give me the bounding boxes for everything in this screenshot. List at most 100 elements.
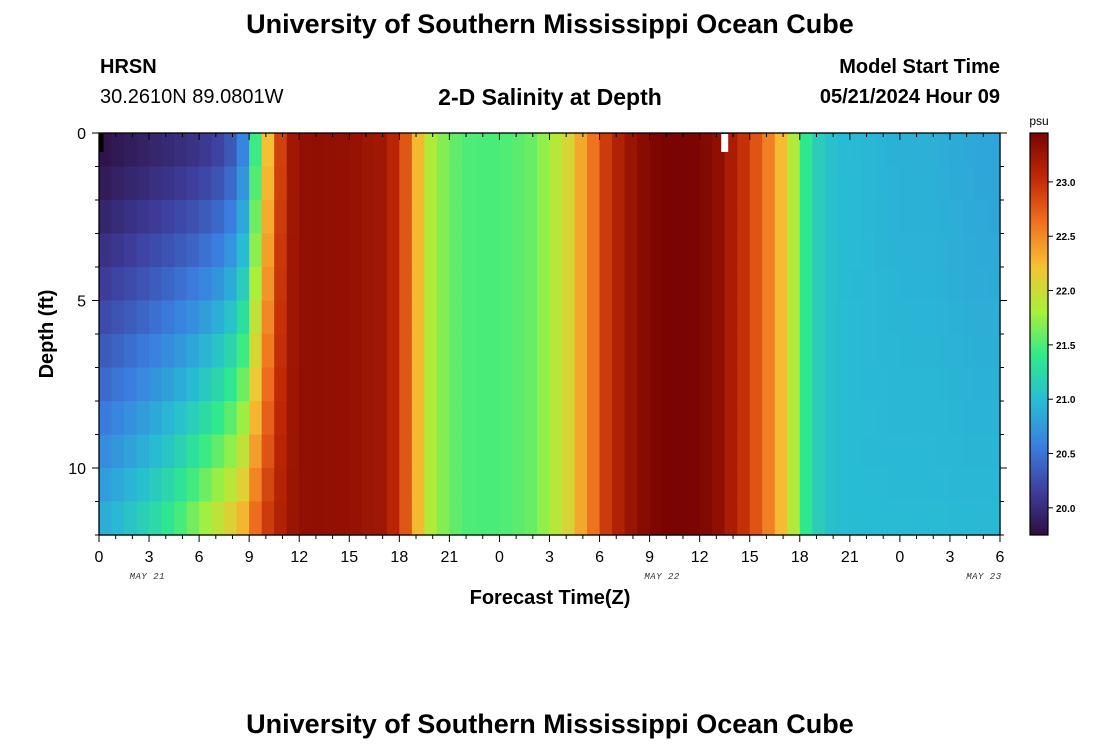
heatmap-cell [799, 267, 813, 302]
current-time-marker [721, 134, 729, 152]
heatmap-cell [624, 166, 638, 201]
heatmap-cell [99, 200, 113, 235]
heatmap-cell [962, 267, 976, 302]
heatmap-cell [474, 401, 488, 436]
heatmap-cell [211, 334, 225, 369]
x-tick-label: 9 [245, 549, 254, 566]
heatmap-cell [474, 300, 488, 335]
heatmap-cell [361, 367, 375, 402]
heatmap-cell [236, 468, 250, 503]
heatmap-cell [186, 233, 200, 268]
heatmap-cell [324, 334, 338, 369]
heatmap-cell [511, 300, 526, 335]
heatmap-cell [224, 434, 238, 469]
heatmap-cell [374, 133, 388, 168]
heatmap-cell [124, 334, 138, 369]
heatmap-cell [186, 434, 200, 469]
y-tick-label: 10 [68, 461, 86, 478]
heatmap-cell [436, 200, 450, 235]
colorbar-tick-label: 23.0 [1056, 178, 1076, 189]
heatmap-cell [461, 468, 476, 503]
heatmap-cell [624, 267, 638, 302]
heatmap-cell [261, 200, 275, 235]
heatmap-cell [899, 434, 913, 469]
heatmap-cell [536, 367, 551, 402]
heatmap-cell [399, 334, 413, 369]
heatmap-cell [299, 334, 313, 369]
heatmap-cell [874, 166, 888, 201]
heatmap-cell [924, 334, 939, 369]
heatmap-cell [699, 133, 713, 168]
heatmap-cell [524, 334, 538, 369]
heatmap-cell [599, 166, 613, 201]
heatmap-cell [987, 367, 1001, 402]
heatmap-cell [99, 367, 113, 402]
heatmap-cell [824, 501, 838, 536]
heatmap-cell [311, 166, 325, 201]
heatmap-cell [424, 267, 438, 302]
heatmap-cell [887, 434, 901, 469]
model-start-value: 05/21/2024 Hour 09 [819, 86, 1000, 108]
heatmap-cell [461, 166, 476, 201]
heatmap-cell [937, 367, 951, 402]
x-tick-label: 0 [895, 549, 904, 566]
heatmap-cell [987, 401, 1001, 436]
heatmap-cell [274, 334, 288, 369]
heatmap-cell [887, 300, 901, 335]
heatmap-cell [499, 200, 513, 235]
heatmap-cell [737, 300, 751, 335]
heatmap-cell [486, 367, 501, 402]
heatmap-cell [924, 468, 939, 503]
heatmap-cell [799, 468, 813, 503]
heatmap-cell [524, 367, 538, 402]
heatmap-cell [349, 300, 363, 335]
heatmap-cell [987, 468, 1001, 503]
heatmap-cell [987, 434, 1001, 469]
heatmap-cell [111, 367, 125, 402]
y-axis-tick-labels: 0 5 10 [68, 126, 86, 478]
heatmap-cell [374, 300, 388, 335]
heatmap-cell [987, 200, 1001, 235]
chart-title: 2-D Salinity at Depth [438, 84, 662, 110]
heatmap-cell [924, 501, 939, 536]
heatmap-cell [624, 200, 638, 235]
heatmap-cell [349, 133, 363, 168]
y-tick-label: 0 [77, 126, 86, 143]
heatmap-cell [937, 434, 951, 469]
heatmap-cell [737, 233, 751, 268]
heatmap-cell [324, 434, 338, 469]
heatmap-cell [587, 334, 601, 369]
heatmap-cell [149, 334, 163, 369]
heatmap-cell [386, 166, 400, 201]
heatmap-cell [424, 300, 438, 335]
heatmap-cell [174, 133, 188, 168]
heatmap-cell [199, 233, 213, 268]
heatmap-cell [587, 133, 601, 168]
heatmap-cell [336, 434, 350, 469]
heatmap-cell [299, 300, 313, 335]
heatmap-cell [787, 434, 801, 469]
heatmap-cell [737, 334, 751, 369]
heatmap-cell [211, 267, 225, 302]
heatmap-cell [612, 233, 626, 268]
heatmap-cell [924, 401, 939, 436]
heatmap-cell [862, 501, 876, 536]
heatmap-cell [199, 133, 213, 168]
heatmap-cell [499, 434, 513, 469]
heatmap-cell [862, 200, 876, 235]
heatmap-cell [249, 166, 263, 201]
heatmap-cell [899, 334, 913, 369]
heatmap-cell [99, 166, 113, 201]
heatmap-cell [687, 200, 701, 235]
x-tick-label: 12 [290, 549, 308, 566]
heatmap-cell [899, 401, 913, 436]
heatmap-cell [762, 401, 776, 436]
heatmap-cell [99, 501, 113, 536]
footer-title: University of Southern Mississippi Ocean… [246, 709, 854, 739]
heatmap-cell [349, 334, 363, 369]
heatmap-cell [436, 300, 450, 335]
heatmap-cell [261, 434, 275, 469]
heatmap-cell [449, 434, 463, 469]
heatmap-cell [111, 233, 125, 268]
heatmap-cell [874, 267, 888, 302]
